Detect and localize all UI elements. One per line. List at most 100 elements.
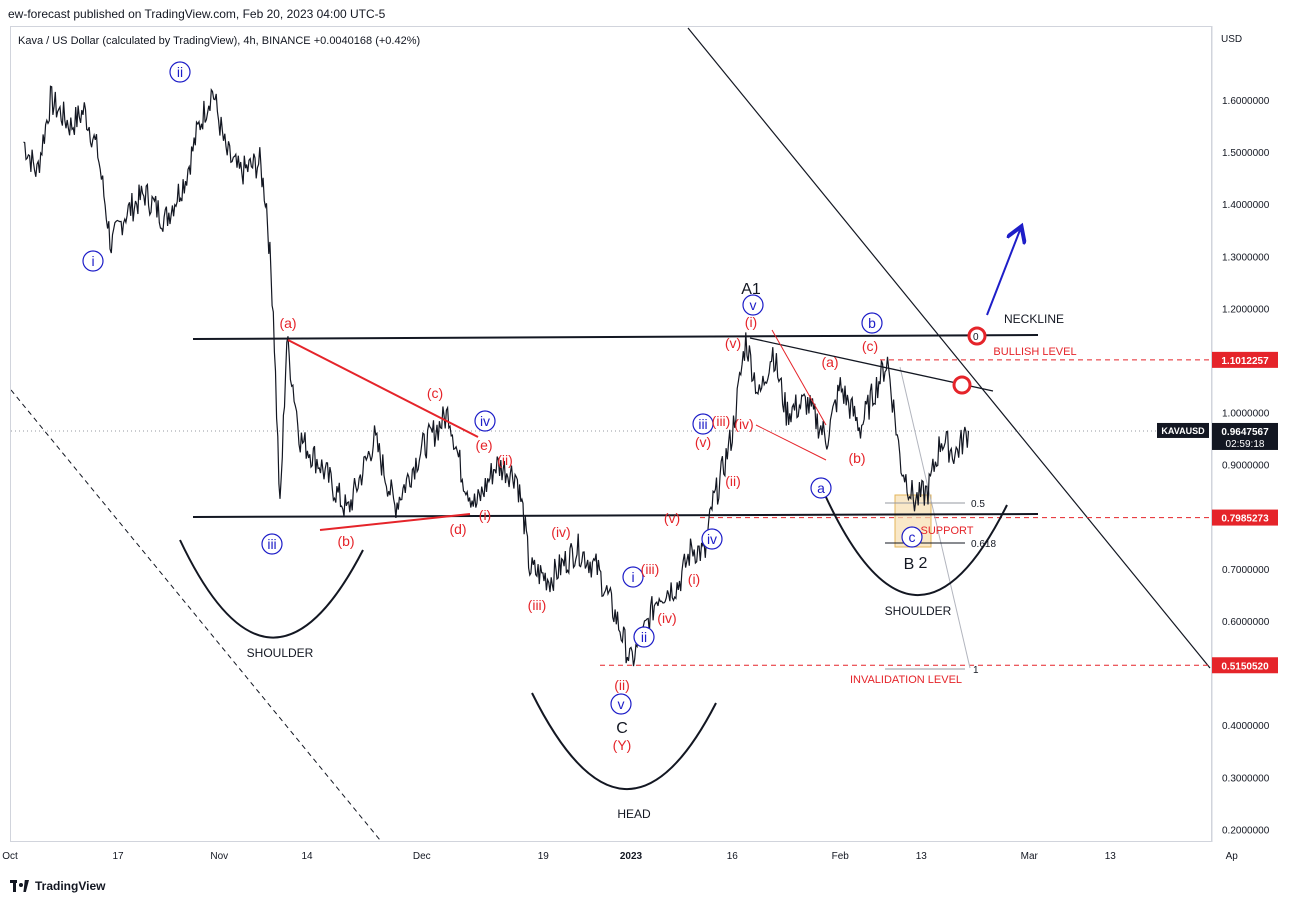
footer-brand: TradingView: [35, 879, 106, 893]
wave-label-blue: iv: [707, 531, 717, 547]
wave-label-black: C: [616, 720, 628, 737]
x-tick-label: Dec: [413, 851, 431, 862]
wave-label-blue: b: [868, 315, 876, 331]
price-tag-label: 0.7985273: [1221, 514, 1269, 525]
fib-label: 0.618: [971, 539, 996, 550]
y-tick-label: 0.6000000: [1222, 617, 1270, 628]
wave-label-red: (i): [745, 314, 757, 330]
price-change: +0.0040168 (+0.42%): [313, 35, 421, 47]
triangle-lower-line[interactable]: [319, 513, 471, 531]
wave-label-red: (b): [337, 533, 354, 549]
tradingview-logo-icon: [10, 879, 30, 893]
current-price-tag-box: [1212, 422, 1278, 450]
wave-label-blue: ii: [641, 629, 647, 645]
neckline[interactable]: [192, 334, 1039, 340]
wave-label-red: (c): [862, 338, 878, 354]
x-tick-label: 19: [538, 851, 550, 862]
head-arc: [531, 692, 717, 791]
publisher-header: ew-forecast published on TradingView.com…: [8, 7, 386, 21]
y-tick-label: 1.0000000: [1222, 409, 1270, 420]
x-tick-label: Mar: [1021, 851, 1039, 862]
y-tick-label: 0.4000000: [1222, 721, 1270, 732]
wave-label-blue: i: [631, 569, 634, 585]
wave-label-red: (iii): [712, 413, 731, 429]
wave-label-red: (b): [848, 450, 865, 466]
flat-line-2: [755, 424, 827, 461]
x-tick-label: 16: [727, 851, 739, 862]
wave-label-blue-circle: [742, 294, 764, 316]
x-tick-label: 2023: [620, 851, 643, 862]
flat-line-1: [771, 329, 827, 426]
wave-label-blue: iii: [267, 536, 276, 552]
wave-label-red: (a): [821, 354, 838, 370]
dashed-channel-line[interactable]: [11, 389, 381, 841]
symbol-tag-box: [1157, 422, 1209, 438]
bullish-level-label: BULLISH LEVEL: [993, 346, 1076, 358]
price-tag-label: 0.5150520: [1221, 661, 1269, 672]
head-label: HEAD: [617, 807, 651, 821]
y-tick-label: 0.7000000: [1222, 565, 1270, 576]
bullish-arrow: [986, 230, 1020, 316]
currency-label: USD: [1221, 34, 1243, 45]
x-tick-label: Feb: [832, 851, 850, 862]
wave-label-blue-circle: [861, 312, 883, 334]
wave-label-red: (ii): [614, 677, 630, 693]
target-circle-neckline[interactable]: [967, 326, 987, 346]
triangle-upper-line[interactable]: [287, 339, 479, 438]
symbol-legend: Kava / US Dollar (calculated by TradingV…: [18, 35, 420, 47]
y-tick-label: 0.2000000: [1222, 825, 1270, 836]
wave-label-blue-circle: [82, 250, 104, 272]
price-tag-box: [1212, 351, 1278, 368]
wave-label-blue-circle: [261, 533, 283, 555]
wave-label-blue-circle: [692, 413, 714, 435]
wave-label-blue-circle: [169, 61, 191, 83]
wave-label-blue: a: [817, 480, 825, 496]
wave-label-blue: v: [618, 696, 625, 712]
x-tick-label: 13: [1105, 851, 1117, 862]
wave-label-red: (iv): [551, 524, 570, 540]
y-tick-label: 0.9000000: [1222, 461, 1270, 472]
x-tick-label: 14: [301, 851, 313, 862]
x-tick-label: Nov: [210, 851, 228, 862]
descending-trendline[interactable]: [687, 27, 1211, 669]
wave-label-blue-circle: [610, 693, 632, 715]
x-tick-label: 13: [916, 851, 928, 862]
wave-label-blue: ii: [177, 64, 183, 80]
price-tag-label: 1.1012257: [1221, 356, 1269, 367]
right-shoulder-label: SHOULDER: [885, 604, 952, 618]
wave-label-blue-circle: [810, 477, 832, 499]
support-base-line[interactable]: [192, 513, 1039, 518]
wave-label-red: (iii): [528, 597, 547, 613]
wave-label-red: (v): [664, 510, 680, 526]
current-price-label: 0.9647567: [1221, 427, 1269, 438]
invalidation-level-label: INVALIDATION LEVEL: [850, 674, 962, 686]
wave-labels: iiiiiiivviiiiiiivvabc(a)(b)(c)(d)(e)(i)(…: [82, 61, 1077, 821]
wave-label-blue-circle: [633, 626, 655, 648]
left-shoulder-arc: [179, 539, 364, 639]
wave-label-black: A1: [741, 281, 761, 298]
y-tick-label: 1.4000000: [1222, 200, 1270, 211]
y-tick-label: 1.3000000: [1222, 252, 1270, 263]
wave-label-black: B: [904, 556, 915, 573]
wave-label-red: (Y): [613, 737, 632, 753]
x-tick-label: 17: [112, 851, 124, 862]
x-axis-ticks: Oct 17 Nov 14 Dec 19 2023 16 Feb 13 Mar 13 Ap: [2, 851, 1238, 862]
target-circle-wedge[interactable]: [952, 375, 972, 395]
wave-label-red: (ii): [497, 452, 513, 468]
wave-label-blue: iv: [480, 413, 490, 429]
price-series: [23, 85, 970, 667]
x-tick-label: Oct: [2, 851, 18, 862]
wave-label-red: (v): [725, 335, 741, 351]
fib-label: 0: [973, 332, 979, 343]
wave-label-red: (i): [479, 507, 491, 523]
footer: TradingView: [10, 879, 105, 893]
countdown-label: 02:59:18: [1226, 439, 1265, 450]
wedge-upper-line[interactable]: [749, 337, 994, 392]
wave-label-blue: iii: [698, 416, 707, 432]
fib-trend-line: [899, 366, 971, 669]
y-tick-label: 1.6000000: [1222, 96, 1270, 107]
left-shoulder-label: SHOULDER: [247, 646, 314, 660]
price-tag-box: [1212, 509, 1278, 526]
wave-label-red: (ii): [725, 473, 741, 489]
